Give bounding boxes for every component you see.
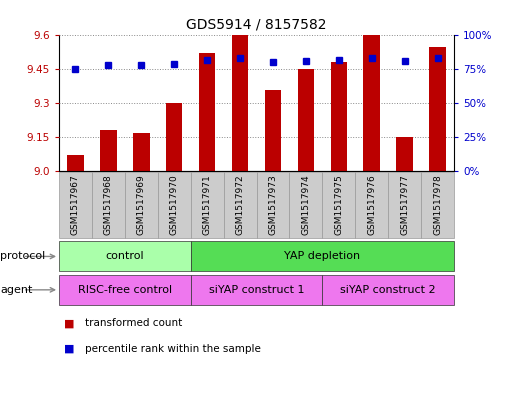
FancyBboxPatch shape [322, 275, 454, 305]
Bar [298, 69, 314, 171]
FancyBboxPatch shape [256, 172, 289, 238]
Bar [199, 53, 215, 171]
Bar [232, 35, 248, 171]
FancyBboxPatch shape [289, 172, 322, 238]
Text: ■: ■ [64, 318, 74, 328]
Bar [133, 132, 149, 171]
Text: GSM1517978: GSM1517978 [433, 174, 442, 235]
FancyBboxPatch shape [191, 275, 322, 305]
Bar [397, 137, 413, 171]
Bar [429, 47, 446, 171]
FancyBboxPatch shape [125, 172, 158, 238]
FancyBboxPatch shape [191, 241, 454, 272]
Bar [364, 35, 380, 171]
Bar [265, 90, 281, 171]
FancyBboxPatch shape [355, 172, 388, 238]
Bar [330, 62, 347, 171]
Text: GSM1517976: GSM1517976 [367, 174, 376, 235]
Text: GSM1517977: GSM1517977 [400, 174, 409, 235]
Text: GSM1517967: GSM1517967 [71, 174, 80, 235]
FancyBboxPatch shape [59, 241, 191, 272]
Bar [100, 130, 116, 171]
FancyBboxPatch shape [59, 275, 191, 305]
Text: control: control [106, 252, 144, 261]
Text: siYAP construct 1: siYAP construct 1 [209, 285, 304, 295]
Text: GSM1517974: GSM1517974 [301, 174, 310, 235]
FancyBboxPatch shape [158, 172, 191, 238]
Text: ■: ■ [64, 344, 74, 354]
FancyBboxPatch shape [322, 172, 355, 238]
Text: GSM1517971: GSM1517971 [203, 174, 212, 235]
FancyBboxPatch shape [59, 172, 92, 238]
Text: GSM1517972: GSM1517972 [235, 174, 245, 235]
Text: siYAP construct 2: siYAP construct 2 [340, 285, 436, 295]
Text: protocol: protocol [0, 252, 45, 261]
FancyBboxPatch shape [421, 172, 454, 238]
Text: agent: agent [0, 285, 32, 295]
FancyBboxPatch shape [388, 172, 421, 238]
Text: GSM1517973: GSM1517973 [268, 174, 278, 235]
Text: RISC-free control: RISC-free control [78, 285, 172, 295]
FancyBboxPatch shape [92, 172, 125, 238]
Title: GDS5914 / 8157582: GDS5914 / 8157582 [186, 17, 327, 31]
FancyBboxPatch shape [224, 172, 256, 238]
Bar [166, 103, 183, 171]
Text: GSM1517968: GSM1517968 [104, 174, 113, 235]
Text: GSM1517969: GSM1517969 [137, 174, 146, 235]
Bar [67, 155, 84, 171]
FancyBboxPatch shape [191, 172, 224, 238]
Text: transformed count: transformed count [85, 318, 182, 328]
Text: GSM1517975: GSM1517975 [334, 174, 343, 235]
Text: percentile rank within the sample: percentile rank within the sample [85, 344, 261, 354]
Text: GSM1517970: GSM1517970 [170, 174, 179, 235]
Text: YAP depletion: YAP depletion [284, 252, 361, 261]
